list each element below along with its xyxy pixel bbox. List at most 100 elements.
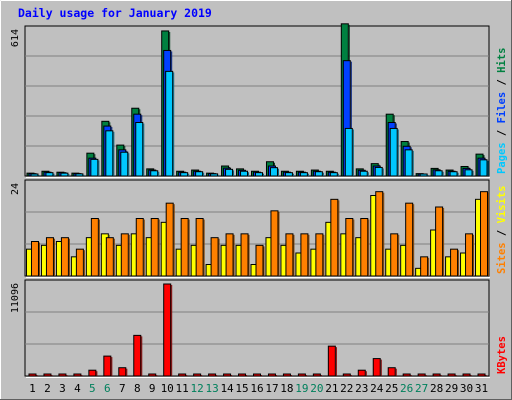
- x-tick-label-29: 29: [445, 382, 458, 395]
- bar-sites-day-11: [180, 218, 189, 277]
- x-tick-label-30: 30: [460, 382, 473, 395]
- bar-kbytes-day-5: [88, 369, 97, 377]
- bar-pages-day-26: [404, 149, 413, 177]
- bar-pages-day-16: [255, 172, 263, 177]
- bar-sites-day-29: [450, 248, 459, 277]
- bar-kbytes-day-19: [297, 373, 306, 377]
- bar-kbytes-day-12: [193, 373, 202, 377]
- bar-kbytes-day-13: [208, 373, 217, 377]
- bar-pages-day-11: [180, 172, 189, 177]
- bar-kbytes-day-28: [432, 373, 441, 377]
- legend-visits: Visits: [496, 185, 508, 223]
- x-tick-label-31: 31: [475, 382, 488, 395]
- bar-pages-day-29: [449, 171, 458, 177]
- bar-sites-day-12: [195, 218, 204, 277]
- bar-pages-day-27: [419, 173, 428, 177]
- bar-kbytes-day-8: [133, 334, 142, 377]
- panel-visits-ymax-label: 24: [10, 183, 21, 195]
- x-axis-labels: 1 2 3 4 5 6 7 8 9 10 11 12 13 14 15 16 17 18 19 20 21 22 23 24 2…: [29, 382, 488, 395]
- bar-kbytes-day-1: [28, 373, 37, 377]
- legend-sites: Sites: [496, 242, 508, 274]
- bar-kbytes-day-18: [282, 373, 291, 377]
- bar-kbytes-day-16: [253, 373, 261, 377]
- bar-pages-day-31: [479, 159, 488, 177]
- bar-sites-day-13: [210, 237, 219, 277]
- panel-visits-legend: Sites / Visits: [496, 185, 508, 274]
- bar-sites-day-30: [465, 233, 474, 277]
- bar-pages-day-25: [389, 127, 398, 177]
- panel-kbytes-legend: KBytes: [496, 336, 508, 374]
- panel-kbytes-ymax-label: 11096: [10, 283, 21, 313]
- bar-sites-day-23: [360, 218, 369, 277]
- x-tick-label-27: 27: [415, 382, 428, 395]
- bar-kbytes-day-26: [402, 373, 411, 377]
- bar-sites-day-8: [135, 218, 144, 277]
- bar-sites-day-31: [480, 191, 489, 277]
- bar-pages-day-3: [60, 172, 69, 177]
- bar-kbytes-day-10: [163, 283, 172, 377]
- bar-pages-day-13: [210, 173, 219, 177]
- bar-kbytes-day-22: [342, 373, 351, 377]
- x-tick-label-14: 14: [220, 382, 234, 395]
- bar-kbytes-day-24: [372, 358, 381, 377]
- bar-pages-day-17: [269, 167, 278, 177]
- bar-kbytes-day-30: [462, 373, 471, 377]
- bar-sites-day-16: [255, 244, 264, 277]
- bar-kbytes-day-29: [447, 373, 456, 377]
- x-tick-label-24: 24: [370, 382, 384, 395]
- x-tick-label-12: 12: [191, 382, 204, 395]
- bar-pages-day-7: [120, 151, 129, 177]
- x-tick-label-21: 21: [325, 382, 338, 395]
- bar-sites-day-9: [150, 218, 159, 277]
- legend-pages: Pages: [496, 142, 508, 174]
- panel-hits-plot-area: [24, 25, 490, 177]
- bar-sites-day-28: [435, 206, 444, 277]
- x-tick-label-19: 19: [295, 382, 308, 395]
- legend-hits: Hits: [496, 48, 508, 73]
- x-tick-label-1: 1: [29, 382, 36, 395]
- x-tick-label-3: 3: [59, 382, 66, 395]
- bar-kbytes-day-31: [477, 373, 486, 377]
- x-tick-label-28: 28: [430, 382, 443, 395]
- bar-kbytes-day-11: [178, 373, 187, 377]
- bar-sites-day-4: [75, 248, 84, 277]
- legend-separator: /: [496, 223, 508, 242]
- bar-pages-day-12: [195, 171, 204, 177]
- bar-sites-day-25: [390, 233, 399, 277]
- bar-kbytes-day-25: [387, 367, 396, 377]
- x-tick-label-10: 10: [161, 382, 174, 395]
- panel-kbytes: 11096 KBytes: [10, 279, 508, 378]
- bar-kbytes-day-17: [267, 373, 276, 377]
- bar-kbytes-day-23: [357, 369, 366, 377]
- bar-sites-day-21: [330, 198, 339, 277]
- bar-pages-day-18: [284, 172, 293, 177]
- bar-sites-day-27: [420, 256, 429, 277]
- x-tick-label-16: 16: [250, 382, 263, 395]
- panel-hits-legend: Pages / Files / Hits: [496, 48, 508, 174]
- bar-sites-day-22: [345, 218, 354, 277]
- bar-pages-day-23: [359, 170, 368, 177]
- panel-hits-ymax-label: 614: [10, 29, 21, 47]
- bar-pages-day-24: [374, 166, 383, 177]
- bar-sites-day-14: [225, 233, 234, 277]
- x-tick-label-8: 8: [134, 382, 141, 395]
- x-tick-label-17: 17: [265, 382, 278, 395]
- bar-sites-day-10: [165, 202, 174, 277]
- bar-sites-day-19: [300, 233, 309, 277]
- bar-kbytes-day-20: [312, 373, 321, 377]
- bar-pages-day-4: [75, 173, 84, 177]
- x-tick-label-5: 5: [89, 382, 96, 395]
- panel-kbytes-plot-area: [24, 279, 490, 377]
- x-tick-label-25: 25: [385, 382, 398, 395]
- bar-pages-day-8: [135, 121, 144, 177]
- bar-kbytes-day-14: [223, 373, 232, 377]
- bar-sites-day-24: [375, 191, 384, 277]
- bar-kbytes-day-15: [238, 373, 247, 377]
- x-tick-label-13: 13: [205, 382, 218, 395]
- bar-pages-day-21: [329, 172, 338, 177]
- bar-pages-day-9: [150, 170, 159, 177]
- x-tick-label-20: 20: [310, 382, 323, 395]
- bar-pages-day-14: [225, 168, 234, 177]
- chart-title: Daily usage for January 2019: [18, 6, 212, 20]
- bar-sites-day-26: [405, 202, 414, 277]
